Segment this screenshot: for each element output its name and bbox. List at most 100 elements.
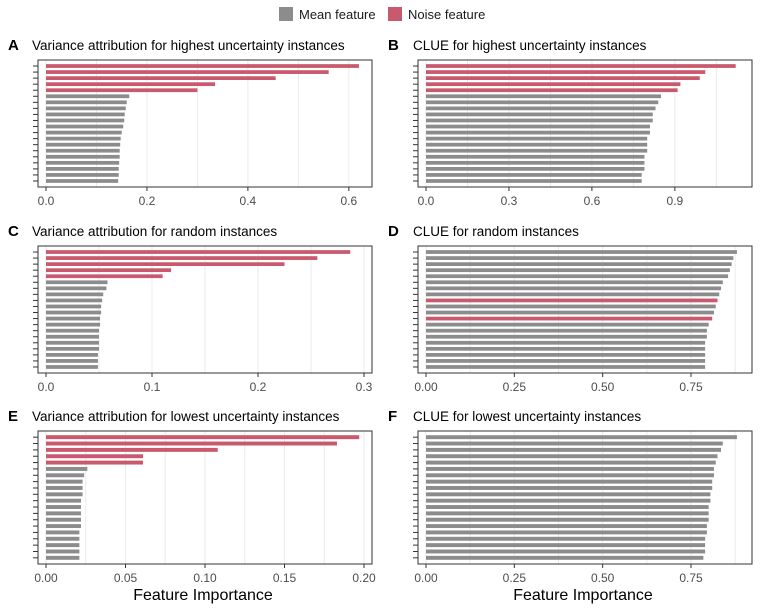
bar xyxy=(46,555,80,560)
bar xyxy=(46,179,119,183)
legend: Mean feature Noise feature xyxy=(279,7,485,22)
bar xyxy=(426,173,642,177)
bar xyxy=(426,64,736,68)
bars xyxy=(46,250,351,369)
bar xyxy=(426,280,723,285)
bar xyxy=(426,70,706,74)
bar xyxy=(426,555,704,560)
bar xyxy=(46,160,120,165)
bar xyxy=(426,148,648,153)
gridlines xyxy=(45,60,350,187)
bar xyxy=(46,173,119,177)
x-axis-label-right: Feature Importance xyxy=(513,587,653,604)
panel-frame xyxy=(37,59,373,188)
bar xyxy=(46,268,172,273)
bars xyxy=(426,435,737,560)
x-tick-label: 0.75 xyxy=(679,380,703,394)
bar xyxy=(46,142,121,147)
bar xyxy=(426,365,706,369)
bar xyxy=(46,106,126,111)
bar xyxy=(426,310,714,315)
bar xyxy=(426,100,659,105)
panel-title: Variance attribution for lowest uncertai… xyxy=(32,409,340,424)
panel-letter: E xyxy=(8,408,18,425)
bar xyxy=(46,334,99,339)
panel-f: F CLUE for lowest uncertainty instances 0.… xyxy=(388,408,753,585)
panel-d: D CLUE for random instances 0.00 0.25 0.50 0.… xyxy=(388,223,753,394)
gridlines xyxy=(425,431,736,564)
bar xyxy=(46,543,80,548)
bar xyxy=(46,549,80,554)
panel-letter: D xyxy=(388,223,399,240)
bar xyxy=(426,76,700,81)
bar xyxy=(46,70,329,74)
bars xyxy=(426,64,736,183)
bar xyxy=(426,505,709,509)
bar xyxy=(426,435,737,440)
x-tick-label: 0.0 xyxy=(38,380,55,394)
bar xyxy=(46,112,125,117)
bar xyxy=(426,154,645,159)
x-tick-label: 0.25 xyxy=(503,571,527,585)
bar xyxy=(46,310,102,315)
bar xyxy=(46,316,101,321)
bar xyxy=(426,286,722,291)
bar xyxy=(426,447,722,452)
bar xyxy=(46,340,99,345)
bar xyxy=(426,316,713,321)
bar xyxy=(426,498,711,503)
bar xyxy=(426,142,648,147)
bars xyxy=(46,64,359,183)
bar xyxy=(46,130,122,135)
panel-b: B CLUE for highest uncertainty instances 0… xyxy=(388,37,753,208)
bar xyxy=(426,166,645,171)
legend-label-1: Noise feature xyxy=(408,7,485,22)
bar xyxy=(46,76,276,81)
bar xyxy=(46,286,107,291)
x-tick-label: 0.20 xyxy=(352,571,376,585)
gridlines xyxy=(425,246,736,373)
bar xyxy=(426,82,681,87)
panel-letter: F xyxy=(388,408,397,425)
bar xyxy=(46,530,80,535)
gridlines xyxy=(425,60,717,187)
x-tick-label: 0.4 xyxy=(240,194,257,208)
bar xyxy=(46,250,351,254)
bar xyxy=(46,517,81,522)
bar xyxy=(46,505,81,509)
x-tick-label: 0.6 xyxy=(341,194,358,208)
bar xyxy=(426,106,656,111)
bar xyxy=(46,473,85,478)
bar xyxy=(46,359,98,363)
bar xyxy=(426,549,706,554)
panel-frame xyxy=(417,59,753,188)
bar xyxy=(46,274,163,279)
bar xyxy=(46,262,285,267)
bar xyxy=(46,136,121,141)
bar xyxy=(426,298,718,303)
x-tick-label: 0.05 xyxy=(114,571,138,585)
bar xyxy=(426,359,706,363)
x-tick-label: 0.25 xyxy=(503,380,527,394)
bar xyxy=(426,130,650,135)
bar xyxy=(426,473,714,478)
x-tick-label: 0.3 xyxy=(356,380,373,394)
x-tick-label: 0.50 xyxy=(591,571,615,585)
panel-title: CLUE for highest uncertainty instances xyxy=(413,38,647,53)
x-tick-label: 0.00 xyxy=(414,380,438,394)
bar xyxy=(426,536,706,541)
panel-letter: C xyxy=(8,223,19,240)
bar xyxy=(426,454,718,459)
bar xyxy=(46,346,99,351)
bar xyxy=(46,292,104,297)
panel-e: E Variance attribution for lowest uncerta… xyxy=(8,408,376,585)
bar xyxy=(46,298,103,303)
x-tick-label: 0.15 xyxy=(273,571,297,585)
bar xyxy=(426,543,706,548)
x-axis-label-left: Feature Importance xyxy=(133,587,273,604)
legend-swatch-1 xyxy=(388,7,402,21)
bar xyxy=(46,365,98,369)
legend-swatch-0 xyxy=(279,7,293,21)
bar xyxy=(426,517,709,522)
